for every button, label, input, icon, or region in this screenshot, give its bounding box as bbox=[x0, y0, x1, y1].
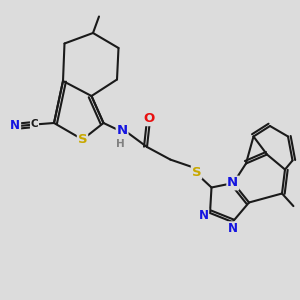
Text: S: S bbox=[78, 133, 87, 146]
Text: O: O bbox=[144, 112, 155, 125]
Text: H: H bbox=[116, 139, 125, 149]
Text: N: N bbox=[198, 209, 208, 222]
Text: C: C bbox=[31, 119, 38, 130]
Text: N: N bbox=[228, 222, 238, 235]
Text: N: N bbox=[227, 176, 238, 190]
Text: S: S bbox=[192, 166, 201, 179]
Text: N: N bbox=[116, 124, 128, 137]
Text: N: N bbox=[10, 119, 20, 133]
